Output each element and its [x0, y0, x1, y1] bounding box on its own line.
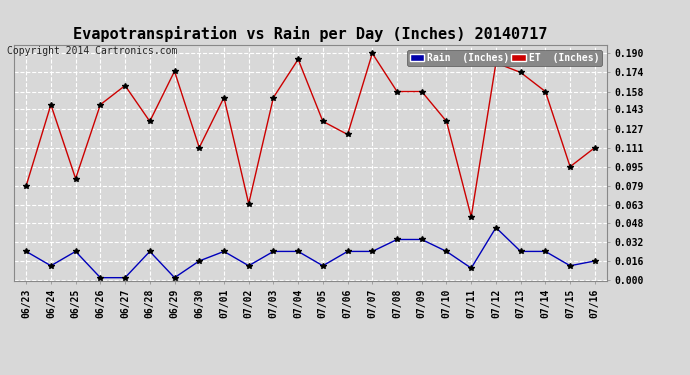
Legend: Rain  (Inches), ET  (Inches): Rain (Inches), ET (Inches)	[407, 50, 602, 66]
Text: Copyright 2014 Cartronics.com: Copyright 2014 Cartronics.com	[7, 46, 177, 56]
Title: Evapotranspiration vs Rain per Day (Inches) 20140717: Evapotranspiration vs Rain per Day (Inch…	[73, 27, 548, 42]
